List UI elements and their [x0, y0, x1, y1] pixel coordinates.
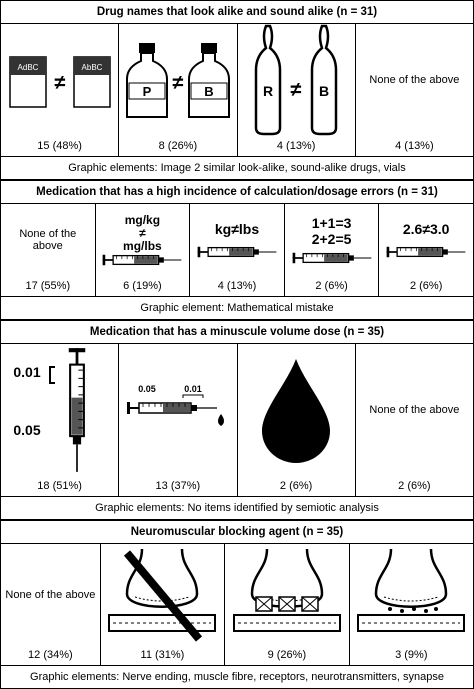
result: 2 (6%): [279, 480, 313, 492]
result: 4 (13%): [276, 140, 316, 152]
image-text: mg/lbs: [123, 238, 162, 253]
section: Medication that has a minuscule volume d…: [1, 321, 473, 521]
graphic-elements: Graphic elements: No items identified by…: [1, 496, 473, 519]
option: 0.01 0.05 18 (51%): [1, 344, 120, 496]
result: 9 (26%): [267, 649, 307, 661]
option-label: None of the above: [369, 404, 460, 416]
vertical-syringe-image: 0.01 0.05: [13, 347, 87, 473]
image-text: B: [204, 84, 213, 99]
result: 4 (13%): [217, 280, 257, 292]
option: 2.6≠3.0 2 (6%): [379, 204, 473, 296]
option: None of the above 17 (55%): [1, 204, 96, 296]
image-text: mg/kg: [124, 212, 161, 227]
boxes-image: AdBC ≠ AbBC: [8, 56, 111, 108]
result: 13 (37%): [155, 480, 201, 492]
image-text: 1+1=3: [311, 215, 352, 231]
graphic-elements: Graphic element: Mathematical mistake: [1, 296, 473, 319]
ampoules-image: R ≠ B: [254, 24, 338, 136]
option: 3 (9%): [350, 544, 473, 665]
image-text: ≠: [139, 225, 146, 240]
image-text: ≠: [54, 72, 65, 94]
option: kg≠lbs 4 (13%): [190, 204, 285, 296]
graphic-elements: Graphic elements: Nerve ending, muscle f…: [1, 665, 473, 688]
image-text: kg≠lbs: [214, 221, 260, 237]
option: 11 (31%): [101, 544, 226, 665]
image-text: R: [263, 83, 273, 99]
option: 2 (6%): [238, 344, 356, 496]
result: 17 (55%): [25, 280, 71, 292]
image-text: B: [319, 83, 329, 99]
result: 2 (6%): [398, 480, 431, 492]
option: 0.05 0.01 13 (37%): [119, 344, 238, 496]
result: 12 (34%): [28, 649, 73, 661]
option-label: None of the above: [5, 588, 96, 601]
image-text: ≠: [291, 79, 302, 101]
graphic-elements: Graphic elements: Image 2 similar look-a…: [1, 156, 473, 179]
result: 2 (6%): [409, 280, 443, 292]
image-text: 2.6≠3.0: [402, 221, 450, 237]
option: None of the above 12 (34%): [1, 544, 101, 665]
drop-image: [262, 359, 331, 463]
image-text: ≠: [172, 72, 183, 94]
section-title: Medication that has a minuscule volume d…: [1, 321, 473, 344]
option: 9 (26%): [225, 544, 350, 665]
syringe: [292, 251, 372, 265]
option-label: None of the above: [19, 228, 77, 252]
result: 11 (31%): [140, 649, 185, 661]
option: R ≠ B 4 (13%): [238, 24, 356, 156]
image-text: 0.01: [184, 384, 202, 394]
option: AdBC ≠ AbBC 15 (48%): [1, 24, 120, 156]
option: 1+1=3 2+2=5 2 (6%): [285, 204, 380, 296]
option: mg/kg ≠ mg/lbs 6 (19%): [96, 204, 191, 296]
section-title: Drug names that look alike and sound ali…: [1, 1, 473, 24]
horizontal-syringe-image: 0.05 0.01: [126, 384, 224, 426]
result: 18 (51%): [37, 480, 82, 492]
synapse-receptors-image: [232, 549, 342, 633]
section: Neuromuscular blocking agent (n = 35) No…: [1, 521, 473, 688]
synapse-blocked-image: [108, 549, 217, 642]
option: None of the above 2 (6%): [356, 344, 473, 496]
result: 4 (13%): [395, 140, 434, 152]
section: Drug names that look alike and sound ali…: [1, 1, 473, 181]
syringe: [102, 253, 182, 267]
option: P ≠ B 8 (26%): [119, 24, 238, 156]
image-text: 0.05: [13, 422, 40, 438]
result: 3 (9%): [395, 649, 428, 661]
result: 8 (26%): [158, 140, 198, 152]
section-title: Medication that has a high incidence of …: [1, 181, 473, 204]
synapse-image: [357, 549, 466, 633]
option: None of the above 4 (13%): [356, 24, 473, 156]
section: Medication that has a high incidence of …: [1, 181, 473, 321]
result: 6 (19%): [123, 280, 162, 292]
result: 15 (48%): [37, 140, 82, 152]
syringe: [386, 245, 466, 259]
section-title: Neuromuscular blocking agent (n = 35): [1, 521, 473, 544]
vials-image: P ≠ B: [125, 43, 230, 118]
option-label: None of the above: [369, 74, 460, 86]
image-text: 0.01: [13, 364, 40, 380]
image-text: 0.05: [138, 384, 156, 394]
image-text: 2+2=5: [311, 231, 352, 247]
image-text: AbBC: [81, 63, 102, 72]
image-text: AdBC: [17, 63, 38, 72]
syringe: [197, 245, 277, 259]
result: 2 (6%): [315, 280, 348, 292]
image-text: P: [143, 84, 152, 99]
